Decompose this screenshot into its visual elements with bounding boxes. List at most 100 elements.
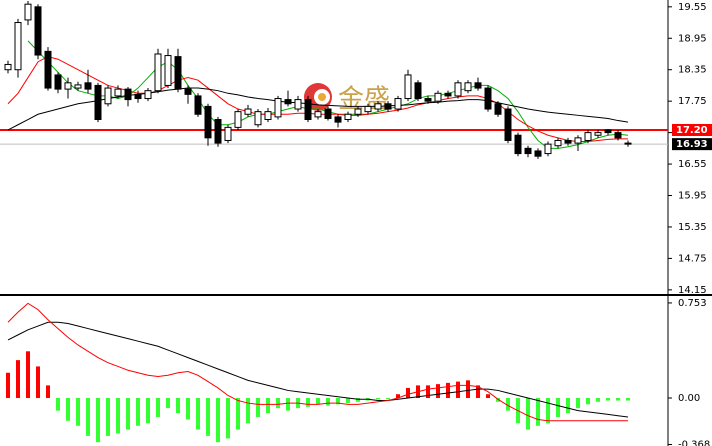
candle-body bbox=[534, 150, 542, 157]
candle-body bbox=[14, 22, 22, 71]
histogram-bar bbox=[376, 398, 380, 400]
candle-body bbox=[144, 90, 152, 100]
candle-body bbox=[164, 55, 172, 86]
candle-body bbox=[424, 98, 432, 102]
y-tick-label: -0.368 bbox=[678, 439, 710, 446]
histogram-bar bbox=[606, 398, 610, 401]
histogram-bar bbox=[336, 398, 340, 405]
y-tick-label: 15.95 bbox=[678, 191, 707, 202]
candle-body bbox=[504, 108, 512, 141]
histogram-bar bbox=[236, 398, 240, 430]
candle-body bbox=[134, 93, 142, 100]
histogram-bar bbox=[386, 398, 390, 400]
histogram-bar bbox=[26, 351, 30, 399]
y-tick-label: 0.00 bbox=[678, 393, 700, 404]
candle-body bbox=[404, 74, 412, 100]
histogram-bar bbox=[406, 387, 410, 399]
histogram-bar bbox=[506, 398, 510, 411]
y-tick-label: 15.35 bbox=[678, 222, 707, 233]
candle-body bbox=[154, 53, 162, 92]
histogram-bar bbox=[486, 394, 490, 399]
price-label: 17.20 bbox=[676, 125, 708, 136]
histogram-bar bbox=[396, 394, 400, 399]
candle-body bbox=[434, 92, 442, 102]
y-tick-label: 0.753 bbox=[678, 298, 707, 309]
histogram-bar bbox=[46, 385, 50, 399]
candle-body bbox=[34, 6, 42, 56]
candle-body bbox=[304, 99, 312, 121]
candle-body bbox=[484, 87, 492, 110]
indicator-line bbox=[7, 321, 629, 418]
candle-body bbox=[224, 126, 232, 141]
candle-body bbox=[244, 108, 252, 115]
histogram-bar bbox=[246, 398, 250, 424]
histogram-bar bbox=[96, 398, 100, 443]
histogram-bar bbox=[586, 398, 590, 405]
histogram-bar bbox=[116, 398, 120, 434]
histogram-bar bbox=[476, 385, 480, 399]
candle-body bbox=[54, 74, 62, 90]
candle-body bbox=[474, 82, 482, 89]
histogram-bar bbox=[216, 398, 220, 443]
y-tick-label: 14.15 bbox=[678, 285, 707, 296]
candle-body bbox=[614, 132, 622, 139]
candle-body bbox=[374, 103, 382, 110]
histogram-bar bbox=[36, 366, 40, 399]
histogram-bar bbox=[596, 398, 600, 402]
histogram-bar bbox=[186, 398, 190, 420]
candle-body bbox=[254, 111, 262, 126]
candle-body bbox=[264, 111, 272, 121]
histogram-bar bbox=[456, 381, 460, 399]
candle-body bbox=[464, 82, 472, 92]
histogram-bar bbox=[196, 398, 200, 430]
candle-body bbox=[604, 129, 612, 134]
histogram-bar bbox=[446, 382, 450, 399]
candle-body bbox=[204, 105, 212, 139]
histogram-bar bbox=[106, 398, 110, 436]
candle-body bbox=[114, 88, 122, 97]
candle-body bbox=[344, 113, 352, 121]
histogram-bar bbox=[156, 398, 160, 417]
histogram-bar bbox=[426, 385, 430, 399]
histogram-bar bbox=[306, 398, 310, 407]
histogram-bar bbox=[256, 398, 260, 417]
histogram-bar bbox=[276, 398, 280, 409]
histogram-bar bbox=[356, 398, 360, 402]
candle-body bbox=[444, 92, 452, 97]
histogram-bar bbox=[266, 398, 270, 414]
candle-body bbox=[294, 99, 302, 110]
candle-body bbox=[174, 56, 182, 90]
y-tick-label: 18.35 bbox=[678, 65, 707, 76]
histogram-bar bbox=[466, 380, 470, 399]
candle-body bbox=[384, 103, 392, 110]
candle-body bbox=[414, 82, 422, 100]
candle-body bbox=[514, 134, 522, 155]
histogram-bar bbox=[66, 398, 70, 421]
candle-body bbox=[314, 111, 322, 118]
histogram-bar bbox=[626, 398, 630, 401]
candle-body bbox=[194, 95, 202, 115]
candle-body bbox=[284, 99, 292, 105]
histogram-bar bbox=[286, 398, 290, 411]
candle-body bbox=[574, 137, 582, 144]
histogram-bar bbox=[576, 398, 580, 409]
candle-body bbox=[624, 142, 632, 145]
candle-body bbox=[524, 147, 532, 155]
candle-body bbox=[74, 84, 82, 89]
y-tick-label: 19.55 bbox=[678, 2, 707, 13]
histogram-bar bbox=[76, 398, 80, 426]
price-label-box bbox=[672, 138, 712, 151]
histogram-bar bbox=[566, 398, 570, 414]
histogram-bar bbox=[526, 398, 530, 430]
candle-body bbox=[104, 87, 112, 105]
candle-body bbox=[554, 139, 562, 147]
candle-body bbox=[94, 84, 102, 121]
histogram-bar bbox=[496, 398, 500, 402]
y-tick-label: 14.75 bbox=[678, 253, 707, 264]
histogram-bar bbox=[436, 384, 440, 399]
candle-body bbox=[24, 3, 32, 21]
candle-body bbox=[594, 132, 602, 136]
histogram-bar bbox=[346, 398, 350, 404]
